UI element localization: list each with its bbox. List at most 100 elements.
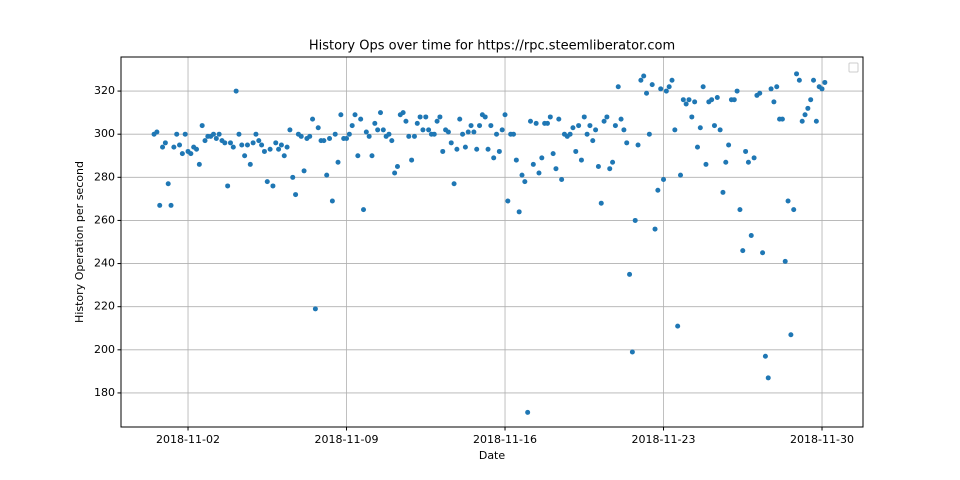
point [411,133,417,139]
legend-box [848,62,859,73]
point [618,116,624,122]
point [465,129,471,135]
point [740,248,746,254]
point [338,112,344,118]
x-axis-label: Date [479,449,506,462]
point [550,151,556,157]
chart-title: History Ops over time for https://rpc.st… [309,39,675,54]
point [270,183,276,189]
point [768,86,774,92]
point [666,84,672,90]
point [649,82,655,88]
y-tick-label: 320 [94,84,115,97]
point [505,198,511,204]
point [324,172,330,178]
point [644,90,650,96]
point [632,217,638,223]
point [624,140,630,146]
point [675,323,681,329]
point [448,140,454,146]
point [785,198,791,204]
x-tick-label: 2018-11-16 [473,433,537,446]
point [363,129,369,135]
point [171,144,177,150]
point [227,140,233,146]
point [678,172,684,178]
point [499,127,505,133]
point [431,131,437,137]
point [307,133,313,139]
point [779,116,785,122]
point [811,77,817,83]
x-tick-label: 2018-11-23 [632,433,696,446]
point [598,200,604,206]
point [578,157,584,163]
point [612,123,618,129]
point [743,148,749,154]
point [264,179,270,185]
point [244,142,250,148]
point [774,84,780,90]
point [157,202,163,208]
grid [121,57,863,427]
point [225,183,231,189]
point [417,114,423,120]
point [723,159,729,165]
point [646,131,652,137]
point [457,116,463,122]
point [394,164,400,170]
point [236,131,242,137]
point [321,138,327,144]
point [615,84,621,90]
y-tick-label: 260 [94,213,115,226]
point [717,127,723,133]
point [593,127,599,133]
point [213,136,219,142]
point [451,181,457,187]
point [822,79,828,85]
y-tick-label: 240 [94,257,115,270]
point [581,114,587,120]
point [199,123,205,129]
point [366,133,372,139]
point [409,157,415,163]
point [689,114,695,120]
point [253,131,259,137]
point [527,118,533,124]
point [635,142,641,148]
point [680,97,686,103]
point [808,97,814,103]
point [210,131,216,137]
point [352,112,358,118]
point [703,161,709,167]
point [386,131,392,137]
point [485,146,491,152]
point [731,97,737,103]
point [369,153,375,159]
point [375,127,381,133]
point [663,88,669,94]
point [587,123,593,129]
y-tick-label: 280 [94,170,115,183]
point [748,233,754,239]
point [794,71,800,77]
point [310,116,316,122]
y-tick-label: 180 [94,386,115,399]
point [377,110,383,116]
point [573,148,579,154]
point [519,172,525,178]
point [658,86,664,92]
point [782,258,788,264]
point [332,131,338,137]
point [522,179,528,185]
point [440,148,446,154]
point [720,189,726,195]
point [298,133,304,139]
point [346,131,352,137]
point [355,153,361,159]
point [162,140,168,146]
point [445,129,451,135]
point [482,114,488,120]
